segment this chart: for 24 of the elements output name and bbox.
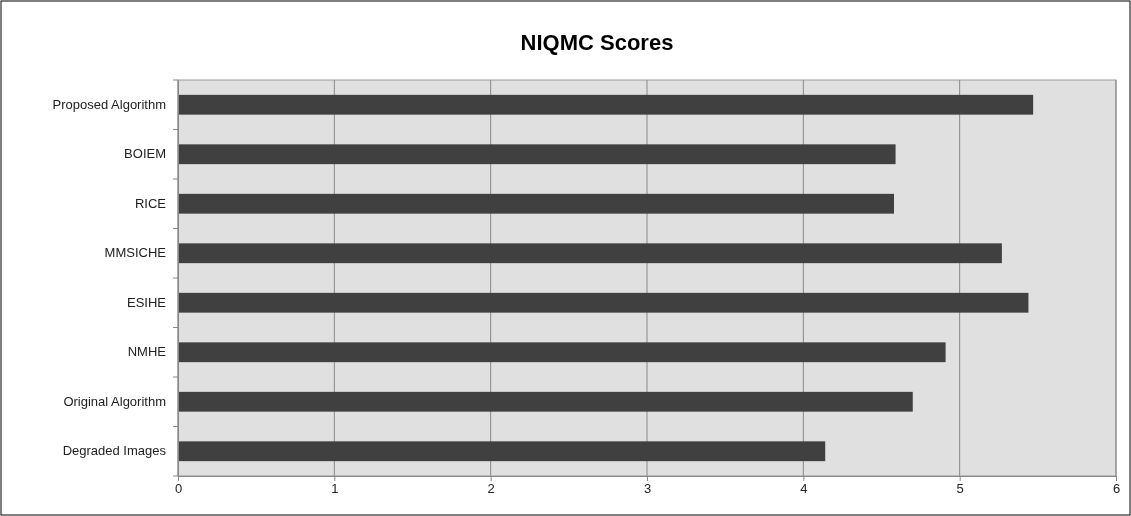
bar (178, 193, 895, 214)
x-tick-label: 5 (956, 481, 964, 497)
bar (178, 342, 946, 363)
y-tick-label: Original Algorithm (63, 393, 166, 409)
y-tick-label: BOIEM (124, 146, 166, 162)
y-tick-label: Degraded Images (62, 443, 167, 459)
chart-title: NIQMC Scores (520, 30, 674, 55)
x-tick-label: 6 (1112, 481, 1121, 497)
x-tick-label: 1 (331, 481, 339, 497)
y-tick-label: NMHE (127, 344, 167, 360)
bar (178, 292, 1029, 313)
x-tick-label: 4 (800, 481, 808, 497)
y-tick-label: ESIHE (126, 294, 167, 310)
bar (178, 391, 913, 412)
x-tick-label: 3 (643, 481, 652, 497)
y-tick-label: MMSICHE (104, 245, 167, 261)
bar (178, 94, 1034, 115)
y-tick-label: RICE (134, 195, 167, 211)
x-tick-label: 0 (174, 481, 183, 497)
y-tick-label: Proposed Algorithm (52, 96, 166, 112)
bar (178, 441, 826, 462)
x-tick-label: 2 (487, 481, 495, 497)
bar (178, 144, 896, 165)
bar (178, 243, 1002, 264)
